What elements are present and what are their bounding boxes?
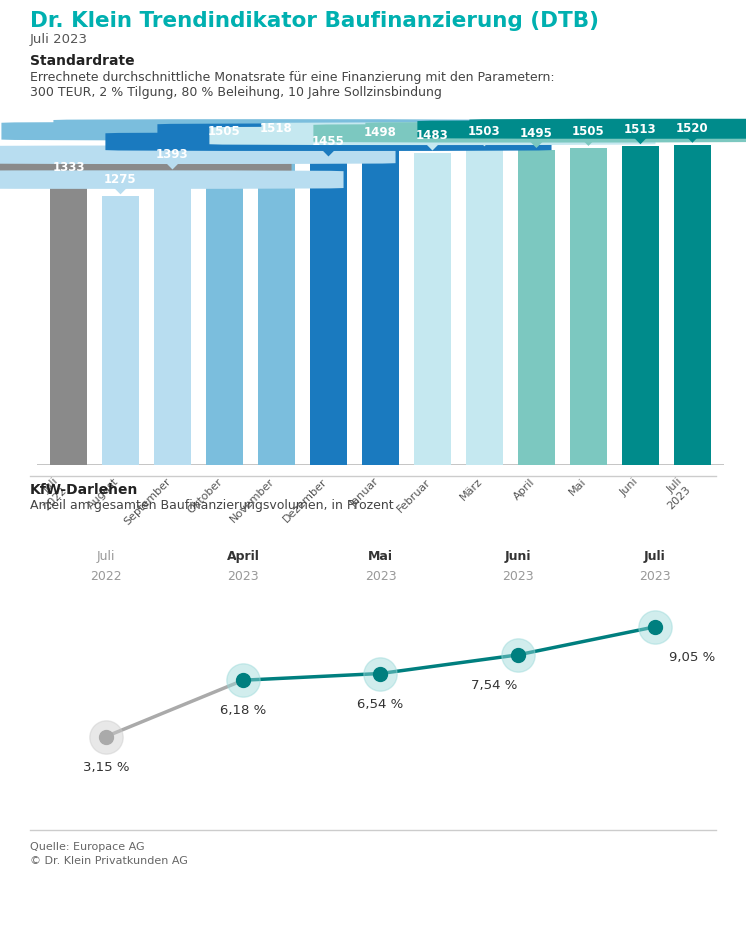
- Bar: [101, 196, 140, 465]
- Text: Dezember: Dezember: [280, 476, 328, 525]
- FancyBboxPatch shape: [105, 132, 551, 151]
- Text: April: April: [511, 476, 536, 501]
- Polygon shape: [634, 138, 647, 144]
- Text: April: April: [227, 550, 260, 563]
- Text: 300 TEUR, 2 % Tilgung, 80 % Beleihung, 10 Jahre Sollzinsbindung: 300 TEUR, 2 % Tilgung, 80 % Beleihung, 1…: [30, 86, 442, 100]
- Text: 1483: 1483: [416, 129, 449, 142]
- Polygon shape: [374, 141, 386, 147]
- Text: 2023: 2023: [502, 570, 533, 583]
- Text: September: September: [122, 476, 172, 527]
- FancyBboxPatch shape: [54, 119, 500, 138]
- Text: 2023: 2023: [639, 570, 671, 583]
- FancyBboxPatch shape: [261, 123, 707, 140]
- Text: 1520: 1520: [676, 122, 709, 135]
- Polygon shape: [322, 150, 335, 156]
- Bar: [258, 145, 295, 465]
- Text: 2023: 2023: [365, 570, 396, 583]
- Text: Juni: Juni: [618, 476, 640, 498]
- Text: 1333: 1333: [52, 161, 85, 174]
- Polygon shape: [166, 163, 179, 169]
- Polygon shape: [426, 144, 439, 151]
- Text: Mai: Mai: [368, 550, 393, 563]
- Bar: [50, 184, 87, 465]
- Text: Oktober: Oktober: [186, 476, 225, 515]
- Polygon shape: [478, 140, 491, 146]
- Polygon shape: [219, 140, 231, 146]
- FancyBboxPatch shape: [313, 124, 746, 142]
- Text: 1505: 1505: [208, 125, 241, 138]
- Bar: [518, 150, 555, 465]
- FancyBboxPatch shape: [1, 122, 448, 140]
- Text: Januar: Januar: [348, 476, 380, 509]
- Text: 1495: 1495: [520, 126, 553, 140]
- Text: Anteil am gesamten Baufinanzierungsvolumen, in Prozent: Anteil am gesamten Baufinanzierungsvolum…: [30, 499, 393, 512]
- Text: 2023: 2023: [228, 570, 259, 583]
- Text: Mai: Mai: [568, 476, 589, 498]
- Text: Februar: Februar: [395, 476, 433, 514]
- Text: August: August: [86, 476, 121, 512]
- FancyBboxPatch shape: [210, 126, 656, 145]
- Bar: [310, 158, 347, 465]
- Text: 9,05 %: 9,05 %: [668, 651, 715, 664]
- FancyBboxPatch shape: [366, 122, 746, 140]
- Polygon shape: [582, 140, 595, 146]
- Text: 1518: 1518: [260, 122, 293, 135]
- Bar: [206, 148, 243, 465]
- Text: Errechnete durchschnittliche Monatsrate für eine Finanzierung mit den Parametern: Errechnete durchschnittliche Monatsrate …: [30, 71, 554, 84]
- Text: KfW-Darlehen: KfW-Darlehen: [30, 483, 138, 497]
- Text: 7,54 %: 7,54 %: [471, 679, 518, 692]
- Text: 1505: 1505: [572, 125, 605, 138]
- Polygon shape: [62, 176, 75, 182]
- Text: Juli
2023: Juli 2023: [657, 476, 692, 512]
- Text: Juli 2023: Juli 2023: [30, 33, 88, 46]
- Polygon shape: [270, 137, 283, 143]
- Text: 1455: 1455: [312, 135, 345, 148]
- Text: 6,18 %: 6,18 %: [220, 704, 266, 717]
- Text: November: November: [228, 476, 277, 525]
- Text: Dr. Klein Trendindikator Baufinanzierung (DTB): Dr. Klein Trendindikator Baufinanzierung…: [30, 11, 599, 32]
- FancyBboxPatch shape: [157, 124, 604, 142]
- Bar: [621, 146, 659, 465]
- Text: 1503: 1503: [468, 126, 501, 138]
- Text: Juni: Juni: [504, 550, 531, 563]
- Text: Quelle: Europace AG
© Dr. Klein Privatkunden AG: Quelle: Europace AG © Dr. Klein Privatku…: [30, 842, 188, 867]
- Text: Standardrate: Standardrate: [30, 54, 134, 68]
- Text: März: März: [458, 476, 484, 503]
- Bar: [570, 148, 607, 465]
- Text: Juli
2022: Juli 2022: [33, 476, 69, 512]
- FancyBboxPatch shape: [0, 158, 292, 177]
- Polygon shape: [530, 141, 542, 148]
- Bar: [154, 172, 191, 465]
- Text: 1498: 1498: [364, 126, 397, 140]
- Bar: [674, 145, 711, 465]
- Bar: [466, 149, 503, 465]
- FancyBboxPatch shape: [469, 119, 746, 138]
- Text: 1513: 1513: [624, 123, 656, 136]
- Text: 3,15 %: 3,15 %: [83, 761, 129, 774]
- Text: Juli: Juli: [644, 550, 666, 563]
- FancyBboxPatch shape: [0, 170, 344, 189]
- Bar: [362, 150, 399, 465]
- Polygon shape: [686, 137, 699, 143]
- FancyBboxPatch shape: [0, 145, 395, 164]
- Bar: [414, 153, 451, 465]
- Text: 1275: 1275: [104, 173, 137, 186]
- Polygon shape: [114, 188, 127, 194]
- FancyBboxPatch shape: [417, 120, 746, 139]
- Text: Juli: Juli: [97, 550, 115, 563]
- Text: 2022: 2022: [90, 570, 122, 583]
- Text: 1393: 1393: [156, 148, 189, 161]
- Text: 6,54 %: 6,54 %: [357, 698, 404, 711]
